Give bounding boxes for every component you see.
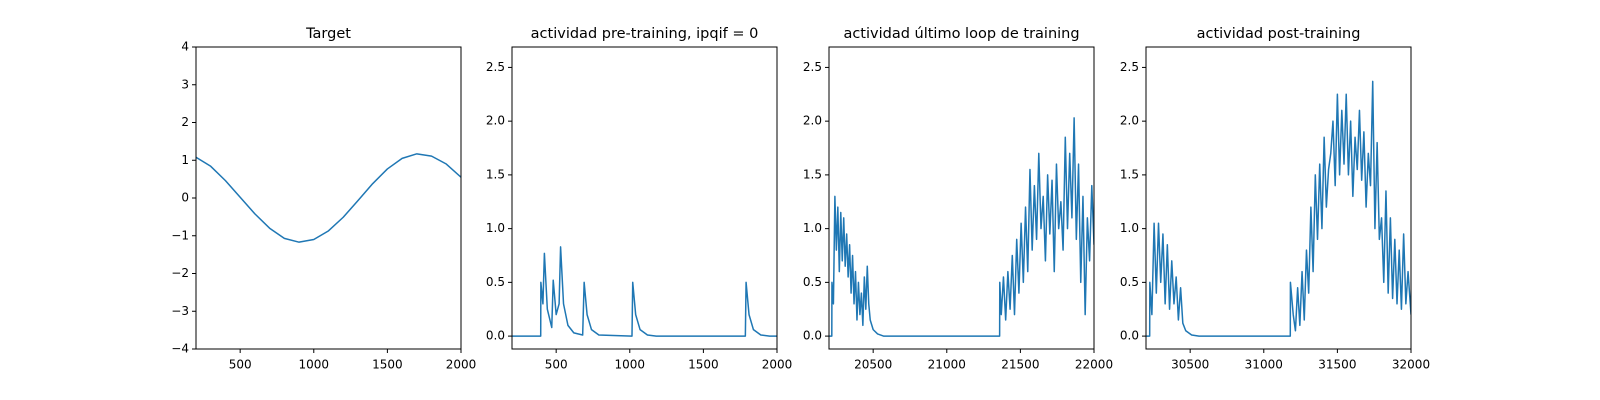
axes-frame [195, 46, 462, 350]
y-tick-label: 0.0 [803, 329, 822, 343]
y-tick-label: −4 [171, 342, 189, 356]
x-tick-label: 1000 [299, 358, 330, 372]
subplot-title: actividad último loop de training [843, 26, 1079, 42]
y-tick-label: 2.0 [486, 114, 505, 128]
y-tick-label: 2 [181, 115, 189, 129]
line [512, 246, 777, 337]
x-tick-label: 22000 [1075, 358, 1113, 372]
axes-frame [828, 46, 1095, 350]
x-tick-label: 21500 [1001, 358, 1039, 372]
y-tick-label: 1.0 [803, 221, 822, 235]
x-tick-label: 32000 [1392, 358, 1430, 372]
x-tick-label: 20500 [854, 358, 892, 372]
subplot-title: Target [305, 26, 351, 42]
axes-frame [1145, 46, 1412, 350]
x-tick-label: 31000 [1245, 358, 1283, 372]
axes-frame [511, 46, 778, 350]
x-tick-label: 500 [545, 358, 568, 372]
x-tick-label: 2000 [446, 358, 477, 372]
y-tick-label: 1.5 [486, 167, 505, 181]
y-tick-label: −3 [171, 304, 189, 318]
line [196, 153, 461, 243]
x-tick-label: 31500 [1318, 358, 1356, 372]
line [1146, 80, 1411, 337]
x-tick-label: 30500 [1171, 358, 1209, 372]
x-tick-label: 2000 [762, 358, 793, 372]
y-tick-label: 0.5 [486, 275, 505, 289]
y-tick-label: 1.5 [803, 167, 822, 181]
y-tick-label: 1 [181, 153, 189, 167]
y-tick-label: 2.0 [803, 114, 822, 128]
y-tick-label: 0.0 [486, 329, 505, 343]
y-tick-label: 3 [181, 77, 189, 91]
subplot-title: actividad post-training [1197, 26, 1361, 42]
y-tick-label: 0.0 [1120, 329, 1139, 343]
y-tick-label: 1.5 [1120, 167, 1139, 181]
y-tick-label: 0.5 [803, 275, 822, 289]
y-tick-label: 4 [181, 40, 189, 54]
y-tick-label: 1.0 [486, 221, 505, 235]
y-tick-label: −1 [171, 228, 189, 242]
x-tick-label: 500 [229, 358, 252, 372]
y-tick-label: 2.5 [1120, 60, 1139, 74]
y-tick-label: 0 [181, 191, 189, 205]
y-tick-label: 1.0 [1120, 221, 1139, 235]
x-tick-label: 1000 [615, 358, 646, 372]
y-tick-label: 2.0 [1120, 114, 1139, 128]
y-tick-label: 2.5 [486, 60, 505, 74]
y-tick-label: 0.5 [1120, 275, 1139, 289]
y-tick-label: −2 [171, 266, 189, 280]
x-tick-label: 1500 [372, 358, 403, 372]
x-tick-label: 1500 [688, 358, 719, 372]
subplot-title: actividad pre-training, ipqif = 0 [531, 26, 759, 42]
line [829, 117, 1094, 337]
y-tick-label: 2.5 [803, 60, 822, 74]
x-tick-label: 21000 [928, 358, 966, 372]
